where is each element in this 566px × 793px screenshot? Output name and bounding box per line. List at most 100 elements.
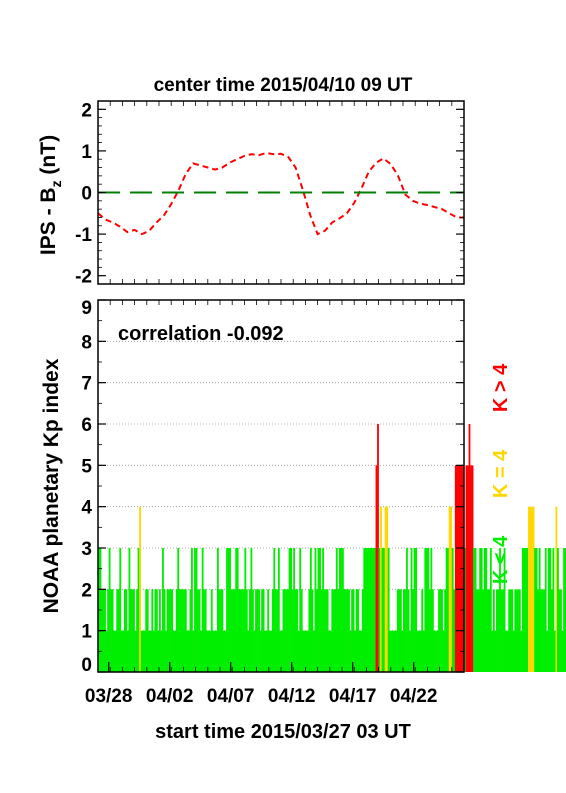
kp-bar bbox=[229, 548, 231, 672]
kp-bar bbox=[274, 589, 277, 672]
kp-bar bbox=[369, 548, 372, 672]
kp-bar bbox=[479, 548, 482, 672]
kp-bar bbox=[319, 548, 321, 672]
kp-bar bbox=[155, 589, 158, 672]
legend-label: K = 4 bbox=[490, 449, 512, 498]
kp-bar bbox=[165, 630, 167, 672]
kp-bar bbox=[227, 548, 230, 672]
kp-bar bbox=[398, 589, 401, 672]
kp-bar bbox=[415, 548, 418, 672]
kp-bar bbox=[520, 630, 523, 672]
kp-bar bbox=[134, 630, 137, 672]
kp-bar bbox=[486, 589, 489, 672]
kp-bar bbox=[261, 589, 264, 672]
kp-bar bbox=[535, 548, 538, 672]
kp-bar bbox=[311, 589, 314, 672]
kp-bar bbox=[550, 589, 553, 672]
kp-x-tick-label: 04/17 bbox=[329, 686, 377, 707]
kp-panel: 0 1 2 3 4 5 6 7 8 9 03/28 04/02 04/07 04/12 04/17 04/2… bbox=[40, 298, 566, 743]
kp-x-tick-label: 04/12 bbox=[268, 686, 316, 707]
kp-bar bbox=[360, 630, 363, 672]
kp-bar bbox=[300, 589, 303, 672]
kp-bar bbox=[482, 589, 485, 672]
kp-bar bbox=[552, 548, 555, 672]
kp-bar bbox=[244, 548, 247, 672]
top-y-axis-label-subscript: z bbox=[48, 180, 64, 187]
top-y-axis: -2 -1 0 1 2 bbox=[75, 100, 465, 288]
kp-bar bbox=[407, 589, 410, 672]
kp-bar bbox=[444, 589, 446, 672]
kp-bar bbox=[262, 589, 265, 672]
top-chart-title: center time 2015/04/10 09 UT bbox=[154, 75, 413, 96]
kp-bar bbox=[381, 548, 384, 672]
kp-bar bbox=[296, 589, 299, 672]
kp-bar bbox=[470, 465, 472, 672]
kp-bar bbox=[290, 548, 292, 672]
kp-bar bbox=[390, 630, 393, 672]
kp-bar bbox=[543, 589, 546, 672]
kp-bar bbox=[471, 465, 474, 672]
kp-bar bbox=[409, 630, 411, 672]
kp-bar bbox=[294, 589, 297, 672]
kp-bar bbox=[433, 630, 436, 672]
kp-bar bbox=[111, 589, 114, 672]
kp-bar bbox=[131, 589, 134, 672]
kp-bar bbox=[239, 589, 242, 672]
kp-bar bbox=[139, 506, 141, 672]
kp-bar bbox=[401, 630, 404, 672]
kp-bar bbox=[152, 630, 155, 672]
kp-bar bbox=[357, 589, 360, 672]
kp-bar bbox=[491, 630, 494, 672]
kp-bar bbox=[192, 630, 195, 672]
top-y-tick-label: -2 bbox=[75, 267, 92, 288]
kp-x-axis: 03/28 04/02 04/07 04/12 04/17 04/22 bbox=[85, 300, 465, 707]
kp-y-tick-label: 6 bbox=[81, 415, 92, 436]
kp-bar bbox=[136, 589, 138, 672]
kp-bar bbox=[406, 548, 408, 672]
kp-bars bbox=[98, 424, 566, 672]
kp-bar bbox=[221, 589, 224, 672]
kp-bar bbox=[546, 630, 549, 672]
kp-bar bbox=[561, 630, 564, 672]
kp-bar bbox=[511, 589, 514, 672]
kp-bar bbox=[514, 589, 517, 672]
kp-bar bbox=[378, 548, 381, 672]
kp-bar bbox=[483, 548, 486, 672]
kp-bar bbox=[453, 589, 456, 672]
kp-bar bbox=[316, 589, 318, 672]
kp-bar bbox=[166, 589, 169, 672]
kp-bar bbox=[523, 548, 526, 672]
kp-bar bbox=[439, 589, 442, 672]
kp-bar bbox=[130, 589, 132, 672]
kp-bar bbox=[442, 630, 445, 672]
kp-bar bbox=[340, 548, 343, 672]
kp-bar bbox=[474, 548, 477, 672]
kp-bar bbox=[128, 548, 131, 672]
kp-y-tick-label: 0 bbox=[81, 655, 92, 676]
kp-bar bbox=[157, 630, 160, 672]
top-y-axis-label-main: IPS - B bbox=[37, 187, 60, 255]
top-y-tick-label: -1 bbox=[75, 225, 92, 246]
kp-y-axis-label: NOAA planetary Kp index bbox=[40, 358, 63, 613]
kp-bar bbox=[204, 589, 207, 672]
kp-bar bbox=[235, 548, 238, 672]
kp-bar bbox=[431, 589, 434, 672]
kp-bar bbox=[531, 506, 533, 672]
kp-bar bbox=[119, 548, 122, 672]
top-y-tick-label: 2 bbox=[81, 100, 92, 121]
kp-bar bbox=[180, 589, 183, 672]
kp-bar bbox=[226, 548, 228, 672]
kp-bar bbox=[534, 548, 536, 672]
kp-bar bbox=[154, 589, 157, 672]
kp-y-tick-label: 4 bbox=[81, 498, 92, 519]
kp-bar bbox=[349, 630, 352, 672]
kp-bar bbox=[123, 589, 126, 672]
kp-bar bbox=[149, 630, 152, 672]
kp-bar bbox=[505, 630, 507, 672]
kp-bar bbox=[560, 589, 562, 672]
kp-bar bbox=[358, 630, 361, 672]
kp-legend: K < 4 K = 4 K > 4 bbox=[490, 363, 512, 584]
kp-bar bbox=[305, 630, 308, 672]
kp-bar bbox=[224, 630, 227, 672]
kp-bar bbox=[198, 589, 201, 672]
